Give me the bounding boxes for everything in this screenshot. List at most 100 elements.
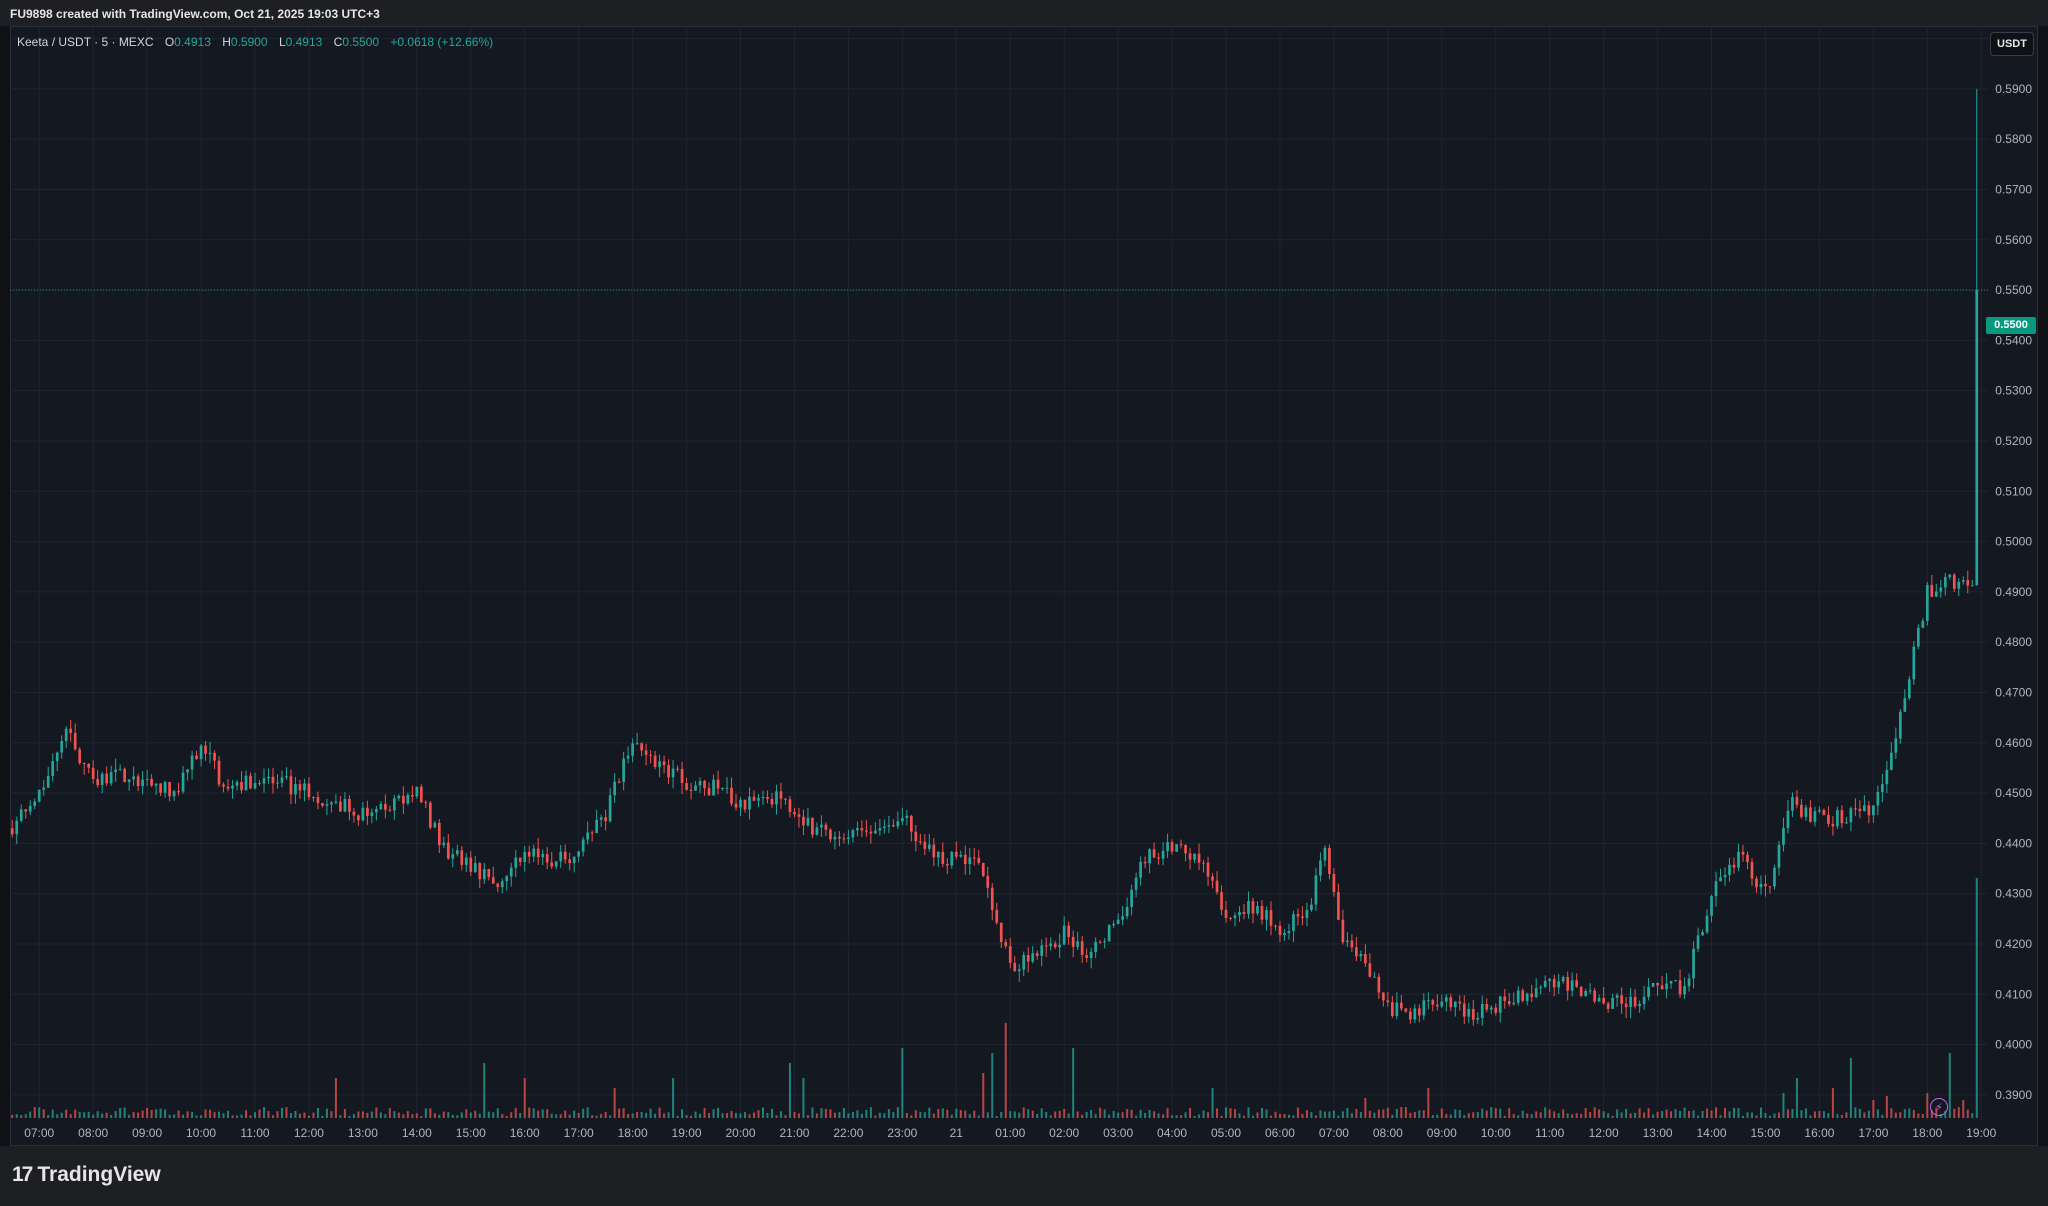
volume-bar (667, 1112, 670, 1118)
candle-body (1116, 919, 1120, 924)
candle-body (1872, 805, 1875, 816)
price-tick-label: 0.4100 (1995, 987, 2032, 1001)
volume-bar (712, 1109, 715, 1118)
candle-body (69, 728, 73, 733)
candle-body (1274, 925, 1277, 927)
candle-body (865, 830, 868, 832)
volume-bar (833, 1112, 836, 1118)
candle-body (856, 828, 859, 831)
volume-bar (402, 1114, 405, 1118)
candle-body (775, 791, 778, 805)
volume-bar (1229, 1108, 1232, 1118)
candle-body (1422, 1000, 1426, 1016)
volume-bar (1620, 1112, 1623, 1118)
candle-body (402, 795, 405, 804)
volume-bar (289, 1113, 292, 1118)
volume-bar (1962, 1100, 1965, 1118)
volume-bar (1912, 1110, 1915, 1118)
volume-bar (1085, 1111, 1088, 1118)
volume-bar (29, 1111, 32, 1118)
candle-body (339, 801, 342, 812)
candle-body (1759, 883, 1763, 888)
volume-bar (141, 1110, 144, 1118)
volume-bar (1332, 1110, 1335, 1118)
volume-bar (1966, 1109, 1969, 1118)
candle-body (159, 783, 162, 793)
candle-body (1305, 910, 1309, 918)
candle-body (1355, 947, 1358, 957)
time-tick-label: 02:00 (1049, 1126, 1079, 1140)
candle-body (1269, 910, 1273, 926)
volume-bar (1670, 1111, 1673, 1118)
volume-bar (87, 1111, 90, 1118)
volume-bar (1234, 1109, 1237, 1118)
volume-bar (1319, 1110, 1322, 1118)
volume-bar (1359, 1111, 1362, 1118)
time-tick-label: 07:00 (24, 1126, 54, 1140)
candle-body (1737, 851, 1740, 868)
volume-bar (519, 1113, 522, 1118)
candle-body (446, 842, 450, 859)
volume-bar (1148, 1109, 1151, 1118)
volume-bar (797, 1113, 800, 1118)
candle-body (874, 830, 877, 834)
candle-body (1134, 877, 1138, 890)
candle-body (909, 815, 913, 832)
volume-bar (1499, 1108, 1502, 1118)
volume-bar (245, 1110, 248, 1118)
volume-bar (159, 1108, 162, 1118)
candle-body (1894, 738, 1898, 753)
candle-body (869, 831, 873, 834)
volume-bar (384, 1114, 387, 1118)
volume-bar (559, 1114, 562, 1118)
candle-body (653, 755, 657, 767)
volume-bar (110, 1114, 113, 1118)
currency-button[interactable]: USDT (1990, 32, 2034, 56)
candle-body (280, 777, 284, 783)
volume-bar (1328, 1111, 1331, 1118)
candle-body (1548, 978, 1552, 981)
candle-body (649, 754, 652, 756)
candle-body (1058, 944, 1062, 948)
volume-bar (429, 1108, 432, 1118)
tradingview-logo[interactable]: 17 TradingView (12, 1163, 161, 1187)
candle-body (64, 728, 68, 741)
candle-body (1310, 904, 1313, 911)
candle-body (1049, 943, 1053, 947)
symbol-label[interactable]: Keeta / USDT · 5 · MEXC (17, 35, 154, 49)
volume-bar (1296, 1107, 1299, 1118)
volume-bar (150, 1110, 153, 1118)
volume-bar (209, 1109, 212, 1118)
candle-body (671, 768, 675, 778)
time-tick-label: 04:00 (1157, 1126, 1187, 1140)
candle-body (1557, 981, 1561, 988)
candle-body (815, 827, 819, 835)
candle-body (1426, 1000, 1430, 1002)
grid-lines (10, 26, 1988, 1120)
candle-body (887, 825, 891, 827)
volume-bar (397, 1112, 400, 1118)
volume-bar (703, 1108, 706, 1118)
volume-bar (1836, 1114, 1839, 1118)
volume-bar (1858, 1108, 1861, 1118)
time-tick-label: 01:00 (995, 1126, 1025, 1140)
volume-bar (1243, 1115, 1246, 1118)
volume-bar (343, 1108, 346, 1118)
volume-bar (433, 1113, 436, 1118)
price-chart[interactable]: 0.60000.59000.58000.57000.56000.55000.54… (0, 0, 2048, 1146)
volume-bar (1688, 1111, 1691, 1118)
candle-body (455, 850, 459, 855)
candle-body (936, 851, 940, 858)
volume-bar (496, 1108, 499, 1118)
time-tick-label: 16:00 (510, 1126, 540, 1140)
volume-bar (1256, 1112, 1259, 1118)
volume-bar (811, 1107, 814, 1118)
candle-body (1507, 1000, 1511, 1005)
candle-body (1858, 808, 1862, 812)
candle-body (1741, 851, 1745, 855)
volume-bar (1517, 1115, 1520, 1118)
volume-bar (1485, 1110, 1488, 1118)
candle-body (334, 801, 338, 803)
lightning-icon[interactable]: ⚡ (1930, 1098, 1948, 1116)
candle-body (87, 763, 91, 768)
